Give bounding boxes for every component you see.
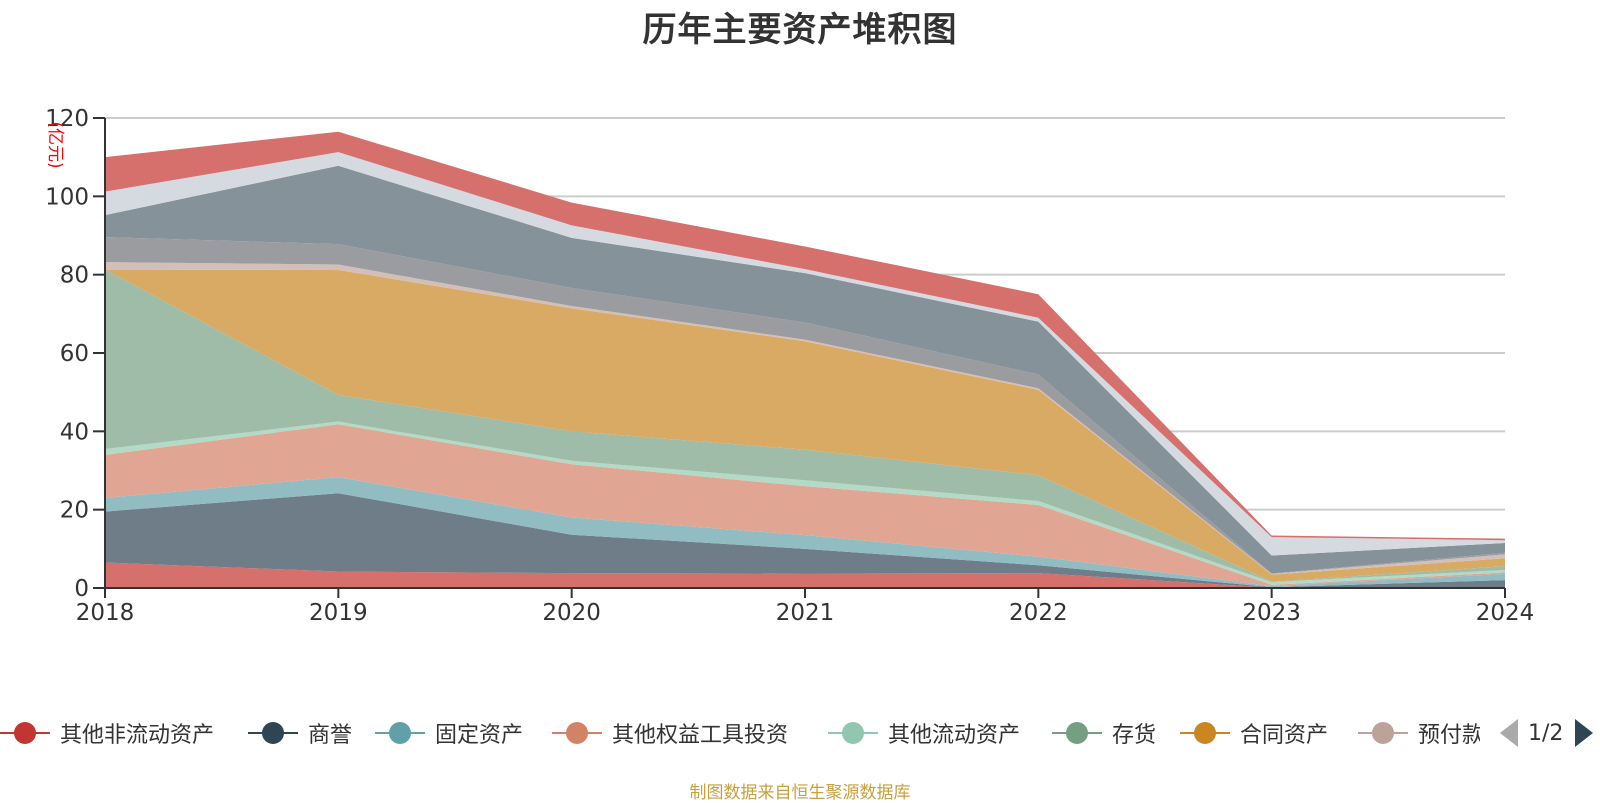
legend-item[interactable]: 其他权益工具投资 — [552, 716, 788, 750]
area-series-9[interactable] — [105, 165, 1505, 574]
x-tick-label: 2019 — [309, 600, 368, 626]
legend-item[interactable]: 存货 — [1052, 716, 1156, 750]
legend-marker-icon — [1180, 716, 1230, 750]
y-tick-label: 120 — [45, 106, 89, 132]
legend-marker-icon — [828, 716, 878, 750]
legend-item[interactable]: 其他非流动资产 — [0, 716, 214, 750]
x-tick-label: 2024 — [1476, 600, 1535, 626]
legend-label: 预付款项 — [1418, 723, 1480, 748]
legend-item[interactable]: 合同资产 — [1180, 716, 1328, 750]
x-tick-label: 2020 — [542, 600, 601, 626]
area-series-0[interactable] — [105, 562, 1505, 588]
legend-item[interactable]: 预付款项 — [1358, 716, 1480, 750]
legend-label: 其他非流动资产 — [60, 723, 215, 748]
legend-pager: 1/2 — [1500, 716, 1594, 750]
legend-item[interactable]: 其他流动资产 — [828, 716, 1020, 750]
legend-marker-icon — [375, 716, 425, 750]
legend-marker-icon — [1052, 716, 1102, 750]
legend-marker-icon — [552, 716, 602, 750]
legend-marker-icon — [1358, 716, 1408, 750]
legend-item[interactable]: 商誉 — [248, 716, 352, 750]
legend-label: 合同资产 — [1240, 723, 1329, 748]
x-tick-label: 2023 — [1242, 600, 1301, 626]
chart-title: 历年主要资产堆积图 — [642, 10, 958, 50]
y-tick-label: 60 — [60, 341, 89, 367]
x-tick-label: 2022 — [1009, 600, 1068, 626]
data-source-note: 制图数据来自恒生聚源数据库 — [689, 783, 911, 803]
area-series-5[interactable] — [105, 269, 1505, 583]
y-tick-label: 80 — [60, 263, 89, 289]
legend-prev-page-icon[interactable] — [1500, 719, 1518, 747]
y-axis-unit-label: (亿元) — [45, 121, 65, 168]
legend-marker-icon — [248, 716, 298, 750]
y-tick-label: 0 — [74, 576, 89, 602]
legend-label: 商誉 — [308, 723, 353, 748]
legend-label: 其他权益工具投资 — [612, 723, 789, 748]
y-tick-label: 40 — [60, 419, 89, 445]
legend-items: 其他非流动资产 商誉 固定资产 其他权益工具投资 其他流动资产 存货 合同资产 预付款项 — [0, 716, 1480, 750]
legend: 其他非流动资产 商誉 固定资产 其他权益工具投资 其他流动资产 存货 合同资产 预付款项 — [0, 716, 1600, 750]
x-tick-label: 2021 — [776, 600, 835, 626]
legend-marker-icon — [0, 716, 50, 750]
legend-page-indicator: 1/2 — [1528, 720, 1564, 746]
area-series-2[interactable] — [105, 477, 1505, 588]
area-series-6[interactable] — [105, 269, 1505, 582]
legend-item[interactable]: 固定资产 — [375, 716, 523, 750]
legend-next-page-icon[interactable] — [1575, 719, 1594, 747]
x-tick-label: 2018 — [76, 600, 135, 626]
y-tick-label: 20 — [60, 498, 89, 524]
area-series-3[interactable] — [105, 424, 1505, 587]
legend-label: 固定资产 — [435, 723, 524, 748]
y-tick-label: 100 — [45, 184, 89, 210]
axes: 0 20 40 60 80 100 120 2018 2019 2020 2021 2022 2023 2… — [45, 106, 1534, 626]
legend-label: 存货 — [1112, 723, 1157, 748]
area-series-4[interactable] — [105, 421, 1505, 585]
area-series — [105, 131, 1505, 588]
area-series-1[interactable] — [105, 493, 1505, 588]
stacked-area-chart: 0 20 40 60 80 100 120 2018 2019 2020 2021 2022 2023 2… — [45, 106, 1534, 626]
legend-label: 其他流动资产 — [888, 723, 1021, 748]
